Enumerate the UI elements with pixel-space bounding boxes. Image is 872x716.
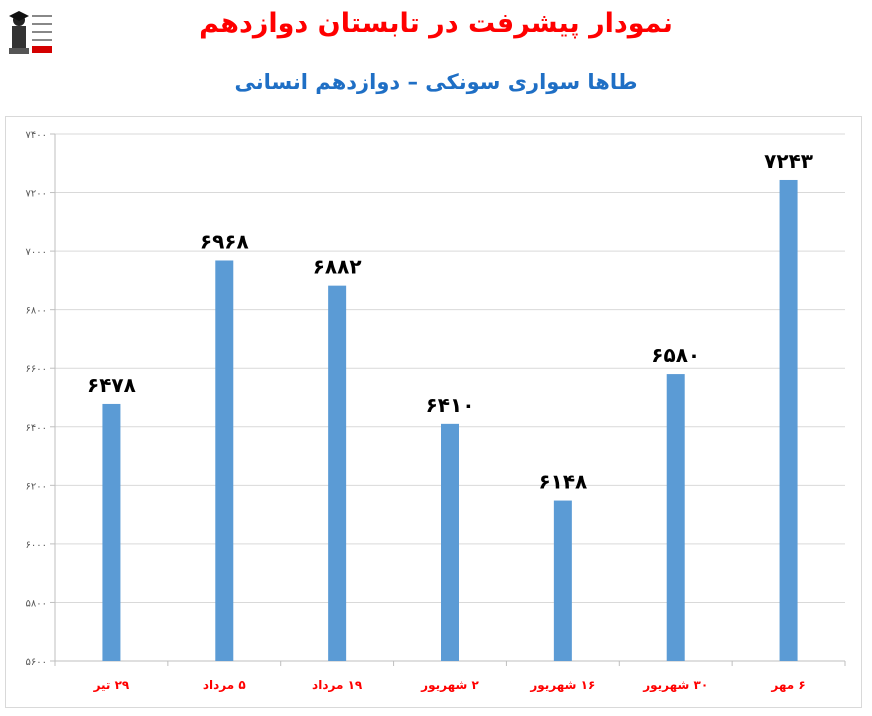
- chart-subtitle: طاها سواری سونکی – دوازدهم انسانی: [234, 70, 638, 94]
- data-label: ۶۴۷۸: [87, 373, 136, 397]
- category-label: ۲۹ تیر: [93, 678, 130, 692]
- bar: [779, 179, 798, 661]
- y-tick-label: ۶۲۰۰: [26, 481, 47, 492]
- logo-icon: [4, 6, 56, 58]
- y-tick-label: ۷۰۰۰: [26, 247, 47, 258]
- category-label: ۵ مرداد: [203, 678, 246, 692]
- y-tick-label: ۶۴۰۰: [26, 423, 47, 434]
- y-tick-label: ۷۴۰۰: [26, 130, 47, 141]
- category-label: ۳۰ شهریور: [642, 678, 708, 693]
- y-tick-label: ۶۶۰۰: [26, 364, 47, 375]
- data-label: ۶۴۱۰: [426, 393, 475, 417]
- y-tick-label: ۶۰۰۰: [26, 540, 47, 551]
- y-tick-label: ۷۲۰۰: [26, 189, 47, 200]
- chart-area: [5, 116, 862, 708]
- category-label: ۱۶ شهریور: [529, 678, 595, 693]
- data-label: ۷۲۴۳: [764, 149, 813, 173]
- y-tick-label: ۵۶۰۰: [26, 657, 47, 668]
- category-label: ۶ مهر: [770, 678, 805, 692]
- bar: [328, 285, 347, 661]
- data-label: ۶۱۴۸: [538, 470, 587, 494]
- bar: [553, 500, 572, 661]
- bar: [441, 423, 459, 661]
- bar: [102, 403, 121, 661]
- y-tick-label: ۵۸۰۰: [26, 598, 47, 609]
- data-label: ۶۹۶۸: [200, 229, 249, 253]
- y-tick-label: ۶۸۰۰: [26, 306, 47, 317]
- category-label: ۲ شهریور: [420, 678, 479, 693]
- bar: [215, 260, 234, 661]
- category-label: ۱۹ مرداد: [312, 678, 363, 692]
- chart-title: نمودار پیشرفت در تابستان دوازدهم: [199, 8, 673, 39]
- data-label: ۶۸۸۲: [313, 255, 362, 279]
- data-label: ۶۵۸۰: [651, 343, 700, 367]
- bar: [666, 374, 685, 661]
